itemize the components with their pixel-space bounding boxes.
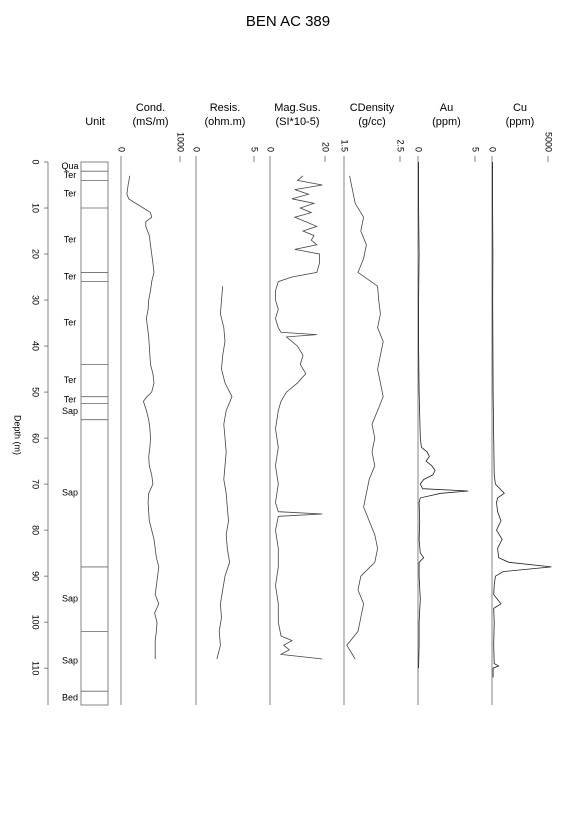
unit-header: Unit	[85, 116, 105, 128]
depth-tick-label: 10	[31, 203, 41, 213]
track-title: Resis.	[210, 102, 241, 114]
unit-column	[80, 161, 109, 706]
depth-tick-label: 30	[31, 295, 41, 305]
log-curve	[275, 175, 323, 660]
x-tick-label: 0	[117, 147, 127, 152]
depth-tick-label: 100	[31, 615, 41, 630]
track-subtitle: (g/cc)	[358, 116, 386, 128]
log-curve	[346, 175, 384, 660]
chart-title: BEN AC 389	[246, 13, 330, 30]
track-title: Cond.	[136, 102, 165, 114]
x-tick-label: 0	[414, 147, 424, 152]
depth-tick-label: 60	[31, 433, 41, 443]
track-subtitle: (SI*10-5)	[275, 116, 319, 128]
log-curve	[492, 162, 552, 678]
unit-label: Sap	[62, 656, 78, 666]
depth-tick-label: 70	[31, 479, 41, 489]
track-title: Cu	[513, 102, 527, 114]
unit-label: Ter	[64, 189, 77, 199]
depth-tick-label: 90	[31, 571, 41, 581]
depth-tick-label: 0	[31, 159, 41, 164]
x-tick-label: 5	[250, 147, 260, 152]
track-title: Au	[440, 102, 453, 114]
x-tick-label: 20	[321, 142, 331, 152]
unit-label: Bed	[62, 692, 78, 702]
track-subtitle: (ppm)	[506, 116, 535, 128]
x-tick-label: 5	[471, 147, 481, 152]
depth-tick-label: 20	[31, 249, 41, 259]
x-tick-label: 1.5	[340, 139, 350, 152]
depth-tick-label: 40	[31, 341, 41, 351]
track-title: Mag.Sus.	[274, 102, 320, 114]
unit-label: Ter	[64, 271, 77, 281]
x-tick-label: 0	[488, 147, 498, 152]
unit-label: Qua	[61, 161, 78, 171]
unit-label: Sap	[62, 406, 78, 416]
unit-label: Ter	[64, 170, 77, 180]
track-subtitle: (mS/m)	[132, 116, 168, 128]
unit-label: Sap	[62, 594, 78, 604]
depth-tick-label: 110	[31, 661, 41, 675]
log-curve	[418, 162, 469, 669]
log-curve	[126, 175, 160, 659]
depth-tick-label: 50	[31, 387, 41, 397]
x-tick-label: 1000	[176, 132, 186, 152]
x-tick-label: 5000	[544, 132, 554, 152]
log-curve	[216, 286, 233, 660]
track-subtitle: (ohm.m)	[205, 116, 246, 128]
x-tick-label: 0	[192, 147, 202, 152]
depth-tick-label: 80	[31, 525, 41, 535]
unit-label: Ter	[64, 375, 77, 385]
unit-label: Ter	[64, 317, 77, 327]
depth-label: Depth (m)	[13, 415, 23, 455]
x-tick-label: 2.5	[396, 139, 406, 152]
track-title: CDensity	[350, 102, 395, 114]
x-tick-label: 0	[266, 147, 276, 152]
unit-label: Sap	[62, 488, 78, 498]
unit-label: Ter	[64, 395, 77, 405]
track-subtitle: (ppm)	[432, 116, 461, 128]
unit-label: Ter	[64, 235, 77, 245]
